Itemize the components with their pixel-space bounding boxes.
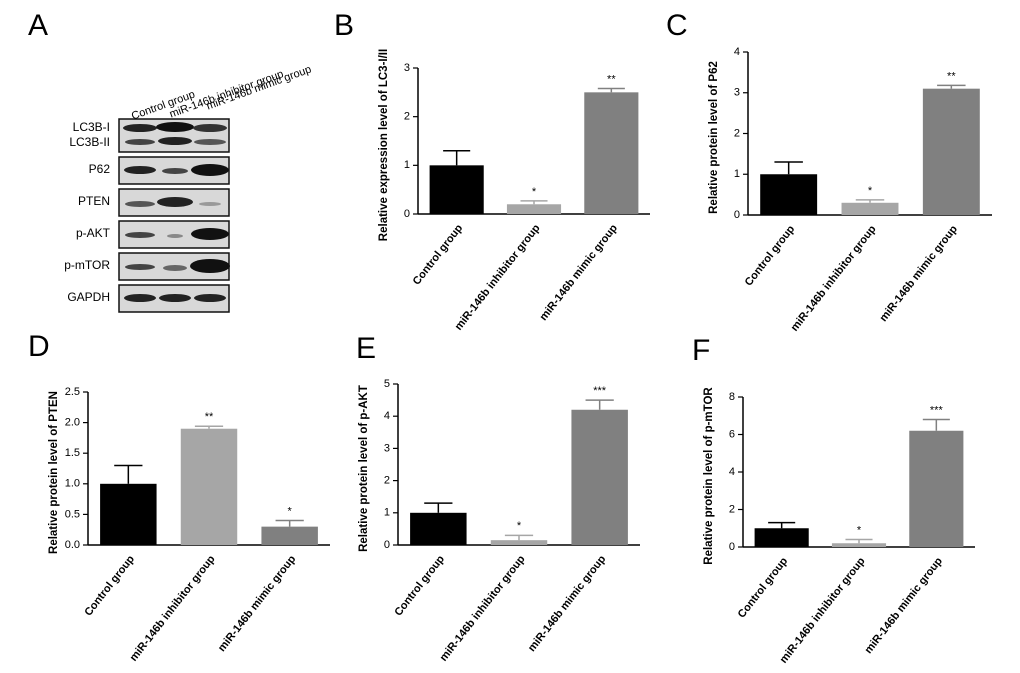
significance: ***	[930, 404, 944, 416]
y-tick-label: 6	[729, 428, 735, 440]
bar	[760, 174, 818, 215]
y-tick-label: 0	[729, 541, 735, 553]
y-axis-title: Relative protein level of p-AKT	[358, 385, 370, 552]
panel-letter: A	[28, 9, 48, 42]
y-tick-label: 3	[404, 62, 410, 74]
y-tick-label: 4	[734, 46, 740, 58]
band	[124, 166, 156, 174]
band-label: p-mTOR	[64, 258, 110, 272]
y-tick-label: 2	[384, 475, 390, 487]
y-tick-label: 0	[404, 208, 410, 220]
blot-strips	[118, 118, 230, 313]
bar	[180, 428, 238, 545]
bar	[831, 543, 887, 547]
panel-letter: C	[666, 9, 688, 42]
significance: **	[607, 73, 616, 85]
band	[199, 202, 221, 206]
band	[194, 139, 226, 145]
significance: *	[288, 505, 293, 517]
bar	[922, 88, 980, 215]
y-tick-label: 0	[734, 209, 740, 221]
band	[159, 294, 191, 302]
bar	[584, 92, 639, 214]
panel-letter: B	[334, 9, 354, 42]
band-label: GAPDH	[67, 290, 110, 304]
significance: *	[532, 186, 537, 198]
band	[157, 197, 193, 207]
band-label: PTEN	[78, 194, 110, 208]
y-tick-label: 2	[734, 127, 740, 139]
band	[125, 201, 155, 207]
y-tick-label: 1	[384, 507, 390, 519]
y-axis-title: Relative protein level of P62	[708, 61, 720, 214]
y-tick-label: 1	[404, 159, 410, 171]
y-tick-label: 2.0	[65, 417, 80, 429]
panel-letter: D	[28, 330, 50, 363]
y-tick-label: 1	[734, 168, 740, 180]
band	[156, 122, 194, 132]
y-tick-label: 3	[384, 442, 390, 454]
y-tick-label: 5	[384, 378, 390, 390]
y-tick-label: 0.5	[65, 508, 80, 520]
significance: *	[517, 520, 522, 532]
band	[191, 228, 229, 240]
bar	[410, 512, 467, 545]
y-tick-label: 2	[729, 503, 735, 515]
band	[163, 265, 187, 271]
y-tick-label: 0	[384, 539, 390, 551]
band-label: P62	[89, 162, 111, 176]
band	[191, 164, 229, 176]
band	[125, 139, 155, 145]
y-tick-label: 0.0	[65, 539, 80, 551]
band	[167, 234, 183, 238]
bar	[100, 483, 157, 545]
band	[162, 168, 188, 174]
y-tick-label: 1.0	[65, 478, 80, 490]
bar	[261, 526, 318, 545]
band-label: p-AKT	[76, 226, 111, 240]
bar	[490, 540, 548, 545]
band-label: LC3B-I	[73, 120, 110, 134]
y-tick-label: 4	[384, 410, 390, 422]
y-tick-label: 4	[729, 466, 735, 478]
band	[194, 294, 226, 302]
band	[124, 294, 156, 302]
band	[158, 137, 192, 145]
y-tick-label: 2.5	[65, 386, 80, 398]
band	[125, 232, 155, 238]
y-tick-label: 2	[404, 111, 410, 123]
bar	[841, 202, 899, 215]
y-tick-label: 3	[734, 87, 740, 99]
panel-letter: F	[692, 334, 710, 367]
bar	[429, 165, 484, 214]
panel-letter: E	[356, 332, 376, 365]
y-tick-label: 8	[729, 391, 735, 403]
y-axis-title: Relative protein level of PTEN	[48, 391, 60, 554]
band	[123, 124, 157, 132]
band	[125, 264, 155, 270]
band	[190, 259, 230, 273]
significance: *	[868, 185, 873, 197]
y-tick-label: 1.5	[65, 447, 80, 459]
y-axis-title: Relative protein level of p-mTOR	[703, 387, 715, 565]
y-axis-title: Relative expression level of LC3-I/II	[378, 49, 390, 241]
significance: **	[205, 411, 214, 423]
significance: **	[947, 70, 956, 82]
band	[193, 124, 227, 132]
significance: *	[857, 524, 862, 536]
bar	[506, 204, 562, 214]
bar	[909, 430, 964, 547]
band-label: LC3B-II	[69, 135, 110, 149]
bar	[754, 528, 809, 547]
bar	[571, 409, 628, 545]
significance: ***	[593, 385, 607, 397]
